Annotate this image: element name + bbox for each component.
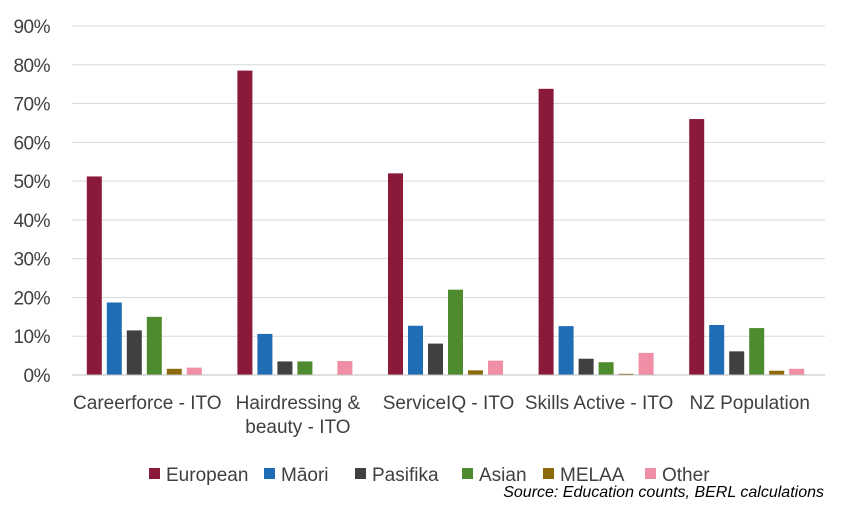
- bar: [126, 330, 142, 375]
- bar: [468, 370, 483, 375]
- category-label: Careerforce - ITO: [73, 393, 222, 414]
- y-tick-label: 90%: [13, 17, 50, 38]
- bar: [297, 361, 313, 375]
- bar: [237, 70, 253, 375]
- bar: [186, 367, 202, 375]
- y-tick-label: 40%: [13, 211, 50, 232]
- bar: [488, 360, 503, 375]
- bar: [337, 361, 353, 375]
- bar: [106, 302, 122, 375]
- category-label: NZ Population: [689, 393, 809, 414]
- y-tick-label: 20%: [13, 288, 50, 309]
- bar: [769, 370, 785, 375]
- legend: European Māori Pasifika Asian MELAA Other: [149, 465, 710, 486]
- bar: [86, 176, 102, 375]
- y-tick-label: 10%: [13, 327, 50, 348]
- y-axis-ticks: 0% 10% 20% 30% 40% 50% 60% 70% 80% 90%: [13, 17, 51, 387]
- bar: [709, 324, 725, 375]
- legend-label: MELAA: [560, 465, 625, 486]
- gridlines: [72, 25, 825, 337]
- legend-label: Pasifika: [372, 465, 439, 486]
- legend-label: Other: [662, 465, 710, 486]
- bar: [448, 289, 463, 375]
- legend-label: Māori: [281, 465, 329, 486]
- y-tick-label: 60%: [13, 133, 50, 154]
- bar: [789, 368, 805, 375]
- y-tick-label: 70%: [13, 95, 50, 116]
- bar: [558, 326, 574, 375]
- bar: [146, 316, 162, 375]
- y-tick-label: 50%: [13, 172, 50, 193]
- legend-swatch: [149, 468, 160, 479]
- bar: [408, 325, 423, 375]
- legend-swatch: [462, 468, 473, 479]
- bar: [277, 361, 293, 375]
- source-note: Source: Education counts, BERL calculati…: [503, 484, 824, 501]
- bars: [86, 70, 805, 375]
- bar: [428, 343, 443, 375]
- y-tick-label: 0%: [24, 366, 51, 387]
- y-tick-label: 80%: [13, 56, 50, 77]
- legend-label: European: [166, 465, 248, 486]
- bar: [538, 88, 554, 375]
- category-label: Skills Active - ITO: [525, 393, 674, 414]
- legend-label: Asian: [479, 465, 527, 486]
- legend-swatch: [543, 468, 554, 479]
- legend-swatch: [645, 468, 656, 479]
- legend-swatch: [355, 468, 366, 479]
- bar: [638, 352, 654, 375]
- bar: [729, 351, 745, 375]
- category-label: ServiceIQ - ITO: [383, 393, 515, 414]
- category-label: Hairdressing & beauty - ITO: [236, 393, 361, 438]
- y-tick-label: 30%: [13, 250, 50, 271]
- bar: [257, 333, 273, 375]
- bar: [166, 368, 182, 375]
- bar: [388, 173, 403, 375]
- bar: [598, 362, 614, 375]
- bar: [578, 358, 594, 375]
- legend-swatch: [264, 468, 275, 479]
- category-labels: Careerforce - ITO Hairdressing & beauty - …: [73, 393, 810, 438]
- bar: [618, 373, 634, 375]
- bar: [689, 119, 705, 375]
- bar: [749, 328, 765, 375]
